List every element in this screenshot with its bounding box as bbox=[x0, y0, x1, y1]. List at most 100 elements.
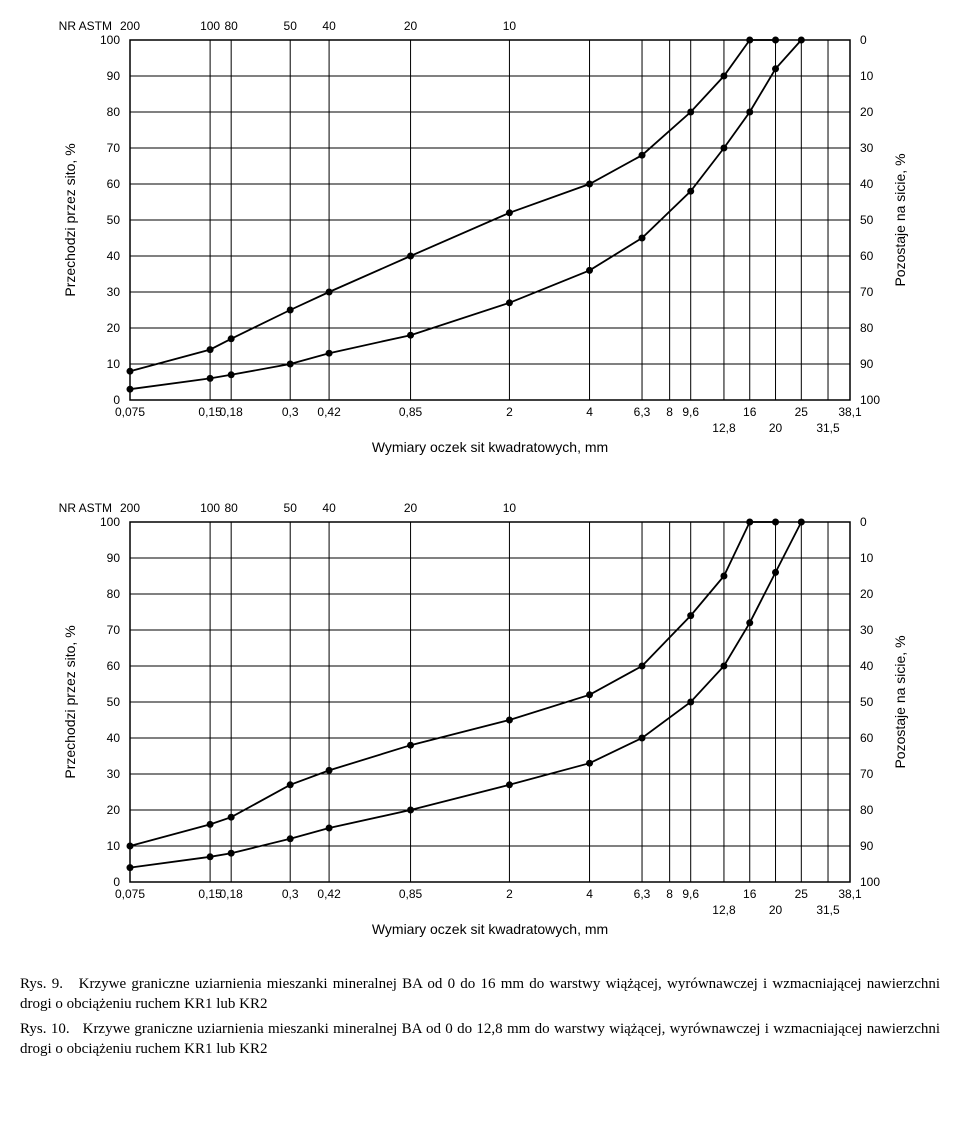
svg-text:Pozostaje na sicie, %: Pozostaje na sicie, % bbox=[892, 635, 908, 768]
svg-text:30: 30 bbox=[107, 767, 121, 781]
caption-2: Rys. 10. Krzywe graniczne uziarnienia mi… bbox=[20, 1019, 940, 1060]
caption-1-text: Krzywe graniczne uziarnienia mieszanki m… bbox=[20, 976, 940, 1012]
svg-text:38,1: 38,1 bbox=[838, 405, 862, 419]
svg-text:4: 4 bbox=[586, 887, 593, 901]
svg-text:2: 2 bbox=[506, 405, 513, 419]
svg-text:Przechodzi przez sito, %: Przechodzi przez sito, % bbox=[62, 625, 78, 778]
svg-text:0,3: 0,3 bbox=[282, 887, 299, 901]
svg-text:8: 8 bbox=[666, 405, 673, 419]
svg-text:70: 70 bbox=[860, 285, 874, 299]
svg-text:70: 70 bbox=[107, 623, 121, 637]
svg-text:12,8: 12,8 bbox=[712, 421, 736, 435]
svg-text:NR ASTM: NR ASTM bbox=[59, 501, 112, 515]
svg-text:70: 70 bbox=[107, 141, 121, 155]
svg-text:30: 30 bbox=[107, 285, 121, 299]
svg-text:NR ASTM: NR ASTM bbox=[59, 19, 112, 33]
svg-text:80: 80 bbox=[107, 587, 121, 601]
svg-text:Wymiary oczek sit kwadratowych: Wymiary oczek sit kwadratowych, mm bbox=[372, 921, 608, 937]
svg-text:10: 10 bbox=[503, 501, 517, 515]
svg-text:40: 40 bbox=[322, 19, 336, 33]
svg-text:9,6: 9,6 bbox=[682, 405, 699, 419]
svg-text:50: 50 bbox=[284, 19, 298, 33]
svg-text:Pozostaje na sicie, %: Pozostaje na sicie, % bbox=[892, 153, 908, 286]
svg-text:0,075: 0,075 bbox=[115, 887, 145, 901]
caption-2-text: Krzywe graniczne uziarnienia mieszanki m… bbox=[20, 1021, 940, 1057]
svg-text:0,85: 0,85 bbox=[399, 887, 423, 901]
svg-text:0,42: 0,42 bbox=[317, 887, 341, 901]
svg-text:25: 25 bbox=[795, 887, 809, 901]
svg-text:50: 50 bbox=[860, 695, 874, 709]
svg-text:10: 10 bbox=[503, 19, 517, 33]
chart-2-svg: 0100109020803070406050506040703080209010… bbox=[20, 492, 940, 962]
svg-text:90: 90 bbox=[107, 551, 121, 565]
svg-text:9,6: 9,6 bbox=[682, 887, 699, 901]
svg-text:16: 16 bbox=[743, 405, 757, 419]
svg-text:40: 40 bbox=[322, 501, 336, 515]
svg-text:Przechodzi przez sito, %: Przechodzi przez sito, % bbox=[62, 143, 78, 296]
svg-text:6,3: 6,3 bbox=[634, 887, 651, 901]
svg-text:80: 80 bbox=[224, 501, 238, 515]
svg-text:0: 0 bbox=[860, 515, 867, 529]
svg-text:0: 0 bbox=[860, 33, 867, 47]
svg-text:20: 20 bbox=[107, 321, 121, 335]
svg-text:60: 60 bbox=[107, 177, 121, 191]
svg-text:10: 10 bbox=[860, 69, 874, 83]
svg-text:0,42: 0,42 bbox=[317, 405, 341, 419]
svg-text:4: 4 bbox=[586, 405, 593, 419]
svg-text:100: 100 bbox=[860, 393, 880, 407]
svg-text:50: 50 bbox=[107, 213, 121, 227]
svg-text:60: 60 bbox=[107, 659, 121, 673]
svg-text:20: 20 bbox=[769, 903, 783, 917]
svg-text:10: 10 bbox=[107, 357, 121, 371]
svg-text:0,075: 0,075 bbox=[115, 405, 145, 419]
svg-text:90: 90 bbox=[860, 357, 874, 371]
svg-text:Wymiary oczek sit kwadratowych: Wymiary oczek sit kwadratowych, mm bbox=[372, 439, 608, 455]
svg-text:6,3: 6,3 bbox=[634, 405, 651, 419]
svg-text:40: 40 bbox=[107, 731, 121, 745]
svg-text:80: 80 bbox=[860, 803, 874, 817]
svg-text:12,8: 12,8 bbox=[712, 903, 736, 917]
svg-text:50: 50 bbox=[284, 501, 298, 515]
svg-text:50: 50 bbox=[860, 213, 874, 227]
chart-1-svg: 0 100 10 90 20 80 30 70 40 60 50 50 60 40 70 30 80 20 90 10… bbox=[20, 10, 940, 480]
svg-text:30: 30 bbox=[860, 141, 874, 155]
caption-2-prefix: Rys. 10. bbox=[20, 1021, 70, 1037]
svg-text:90: 90 bbox=[860, 839, 874, 853]
svg-text:20: 20 bbox=[860, 105, 874, 119]
svg-text:80: 80 bbox=[107, 105, 121, 119]
svg-text:20: 20 bbox=[769, 421, 783, 435]
svg-text:0,18: 0,18 bbox=[219, 887, 243, 901]
svg-text:20: 20 bbox=[860, 587, 874, 601]
svg-text:10: 10 bbox=[860, 551, 874, 565]
chart-2-container: 0100109020803070406050506040703080209010… bbox=[20, 492, 940, 962]
svg-text:100: 100 bbox=[200, 19, 220, 33]
svg-text:25: 25 bbox=[795, 405, 809, 419]
caption-1-prefix: Rys. 9. bbox=[20, 976, 63, 992]
svg-text:40: 40 bbox=[107, 249, 121, 263]
svg-text:60: 60 bbox=[860, 249, 874, 263]
svg-text:200: 200 bbox=[120, 501, 140, 515]
svg-text:20: 20 bbox=[404, 501, 418, 515]
svg-text:16: 16 bbox=[743, 887, 757, 901]
svg-text:50: 50 bbox=[107, 695, 121, 709]
svg-text:90: 90 bbox=[107, 69, 121, 83]
svg-text:100: 100 bbox=[100, 33, 120, 47]
svg-text:31,5: 31,5 bbox=[816, 421, 840, 435]
svg-text:10: 10 bbox=[107, 839, 121, 853]
svg-text:80: 80 bbox=[224, 19, 238, 33]
svg-text:2: 2 bbox=[506, 887, 513, 901]
svg-text:60: 60 bbox=[860, 731, 874, 745]
svg-text:0,3: 0,3 bbox=[282, 405, 299, 419]
svg-text:8: 8 bbox=[666, 887, 673, 901]
svg-text:200: 200 bbox=[120, 19, 140, 33]
chart-1-container: 0 100 10 90 20 80 30 70 40 60 50 50 60 40 70 30 80 20 90 10… bbox=[20, 10, 940, 480]
svg-text:20: 20 bbox=[107, 803, 121, 817]
caption-1: Rys. 9. Krzywe graniczne uziarnienia mie… bbox=[20, 974, 940, 1015]
svg-text:40: 40 bbox=[860, 177, 874, 191]
svg-text:70: 70 bbox=[860, 767, 874, 781]
svg-text:0,18: 0,18 bbox=[219, 405, 243, 419]
svg-text:0,85: 0,85 bbox=[399, 405, 423, 419]
svg-text:38,1: 38,1 bbox=[838, 887, 862, 901]
svg-text:100: 100 bbox=[860, 875, 880, 889]
svg-text:80: 80 bbox=[860, 321, 874, 335]
